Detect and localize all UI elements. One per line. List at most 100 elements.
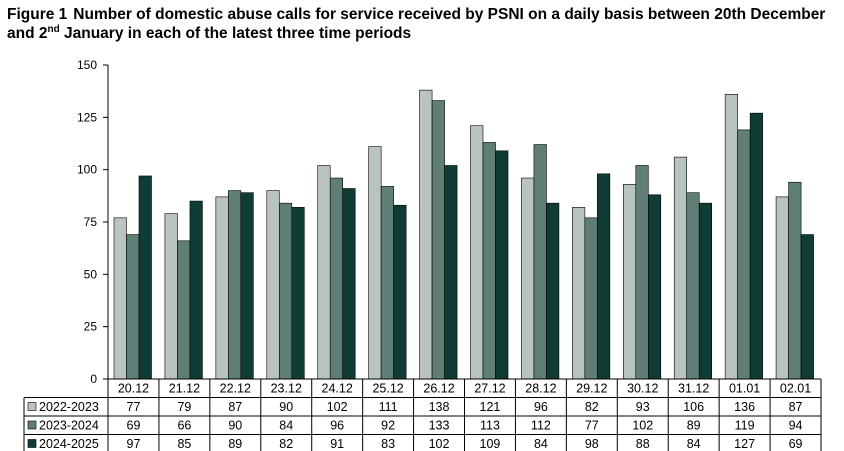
bar-2022-2023-24.12	[317, 165, 331, 380]
data-label: 90	[228, 419, 242, 433]
legend-label-2023-2024: 2023-2024	[39, 419, 99, 433]
figure-number: Figure 1	[7, 6, 68, 23]
data-label: 69	[127, 419, 141, 433]
data-label: 87	[789, 400, 803, 414]
y-tick-label: 75	[84, 215, 98, 229]
category-label: 21.12	[169, 382, 200, 396]
data-label: 127	[734, 437, 755, 451]
data-label: 84	[279, 419, 293, 433]
data-label: 85	[177, 437, 191, 451]
data-label: 89	[687, 419, 701, 433]
legend-swatch-2023-2024	[27, 420, 37, 430]
bar-2022-2023-25.12	[368, 146, 382, 380]
data-label: 102	[327, 400, 348, 414]
bar-2023-2024-21.12	[177, 240, 191, 380]
data-label: 83	[381, 437, 395, 451]
data-label: 77	[127, 400, 141, 414]
data-label: 112	[531, 419, 551, 433]
data-label: 121	[480, 400, 501, 414]
category-label: 01.01	[729, 382, 760, 396]
data-label: 136	[734, 400, 755, 414]
bar-2024-2025-29.12	[597, 173, 611, 380]
bar-2024-2025-24.12	[342, 188, 356, 380]
data-label: 98	[585, 437, 599, 451]
category-label: 27.12	[474, 382, 505, 396]
bar-2023-2024-30.12	[635, 165, 649, 380]
data-label: 82	[279, 437, 293, 451]
data-label: 106	[683, 400, 704, 414]
category-label: 30.12	[627, 382, 658, 396]
data-label: 87	[228, 400, 242, 414]
bar-2024-2025-31.12	[698, 202, 713, 380]
bar-2024-2025-27.12	[495, 150, 509, 380]
bar-2024-2025-20.12	[138, 175, 152, 380]
data-label: 79	[177, 400, 191, 414]
bar-2024-2025-30.12	[647, 194, 662, 380]
bar-2023-2024-27.12	[482, 142, 496, 380]
bar-2023-2024-22.12	[228, 190, 242, 380]
data-label: 66	[177, 419, 191, 433]
bar-2022-2023-27.12	[470, 125, 484, 380]
y-tick-label: 25	[84, 320, 98, 334]
data-label: 88	[636, 437, 650, 451]
bar-2023-2024-28.12	[533, 144, 547, 380]
data-label: 82	[585, 400, 599, 414]
bar-2024-2025-26.12	[444, 165, 458, 380]
figure-title-text: Number of domestic abuse calls for servi…	[7, 6, 826, 42]
legend-swatch-2022-2023	[27, 402, 37, 411]
y-tick-label: 100	[77, 163, 97, 177]
bar-2022-2023-31.12	[673, 156, 688, 380]
data-label: 77	[585, 419, 599, 433]
bar-2024-2025-21.12	[189, 200, 203, 380]
y-tick-label: 0	[90, 372, 97, 386]
bar-2022-2023-20.12	[113, 217, 127, 380]
data-label: 84	[534, 437, 548, 451]
data-label: 102	[429, 437, 450, 451]
bar-2023-2024-24.12	[329, 177, 344, 380]
data-label: 102	[632, 419, 653, 433]
bar-2023-2024-23.12	[278, 202, 293, 380]
bar-2022-2023-26.12	[419, 89, 433, 380]
bar-2023-2024-20.12	[126, 234, 140, 380]
data-label: 109	[480, 437, 501, 451]
data-label: 96	[534, 400, 548, 414]
bar-2023-2024-31.12	[686, 192, 700, 380]
data-label: 91	[330, 437, 344, 451]
category-label: 22.12	[220, 382, 251, 396]
bar-2023-2024-26.12	[431, 100, 445, 380]
legend-label-2022-2023: 2022-2023	[39, 400, 99, 414]
data-label: 69	[789, 437, 803, 451]
figure-title: Figure 1 Number of domestic abuse calls f…	[7, 5, 839, 43]
data-label: 133	[429, 419, 450, 433]
data-label: 94	[789, 419, 803, 433]
bar-2024-2025-28.12	[546, 202, 560, 380]
bar-2024-2025-23.12	[291, 207, 305, 380]
category-label: 20.12	[118, 382, 149, 396]
bar-2022-2023-01.01	[724, 94, 738, 380]
bar-2024-2025-22.12	[240, 192, 254, 380]
data-label: 89	[228, 437, 242, 451]
bar-2022-2023-23.12	[266, 190, 280, 380]
legend-label-2024-2025: 2024-2025	[39, 437, 99, 451]
data-label: 90	[279, 400, 293, 414]
bar-2023-2024-02.01	[788, 181, 802, 380]
data-label: 119	[735, 419, 755, 433]
data-label: 97	[127, 437, 141, 451]
y-tick-label: 125	[77, 110, 97, 124]
bar-2023-2024-25.12	[380, 186, 394, 380]
y-tick-label: 150	[77, 58, 97, 72]
bar-2022-2023-22.12	[215, 196, 229, 380]
category-label: 26.12	[423, 382, 454, 396]
data-label: 111	[379, 400, 398, 414]
data-label: 113	[480, 419, 500, 433]
category-label: 31.12	[678, 382, 709, 396]
data-label: 138	[429, 400, 450, 414]
category-label: 29.12	[576, 382, 607, 396]
data-label: 96	[330, 419, 344, 433]
bar-2022-2023-21.12	[164, 213, 178, 380]
bar-2022-2023-02.01	[775, 196, 789, 380]
bar-2024-2025-01.01	[749, 112, 763, 380]
bar-2023-2024-01.01	[737, 129, 751, 380]
bar-2024-2025-02.01	[800, 234, 814, 380]
